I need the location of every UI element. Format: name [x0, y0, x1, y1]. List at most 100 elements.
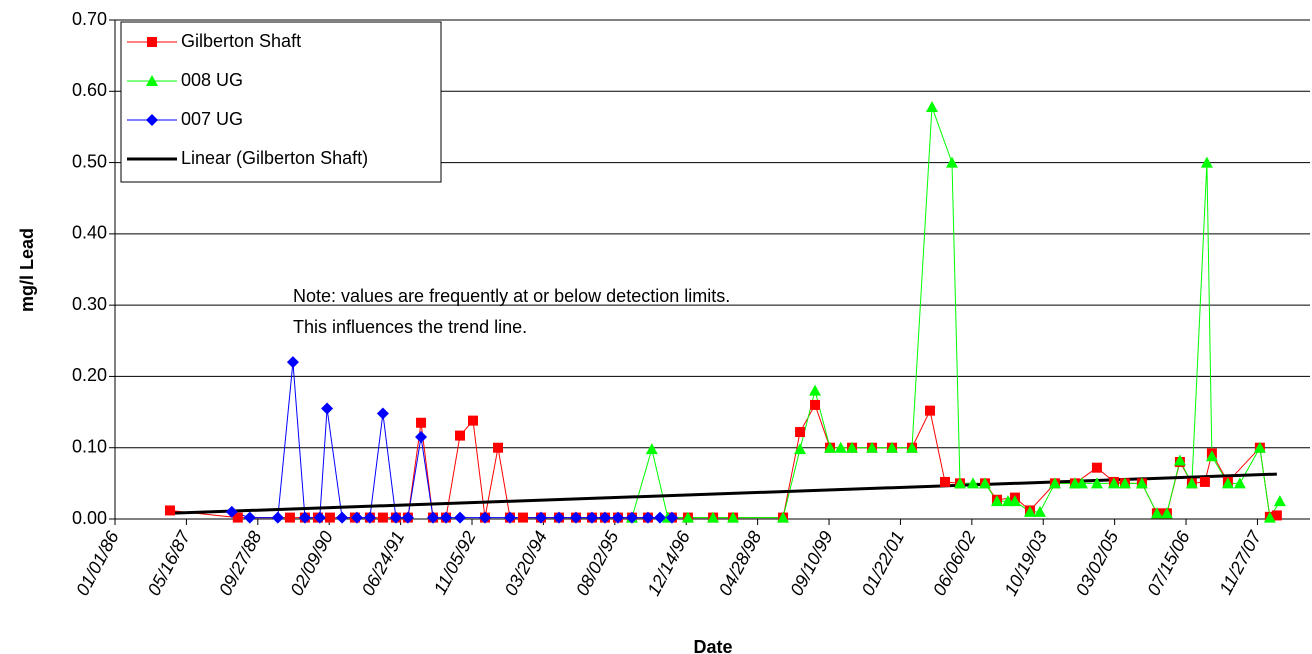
series-line [631, 106, 1281, 520]
marker [350, 511, 363, 524]
y-tick-label: 0.10 [72, 436, 107, 456]
marker [665, 511, 678, 524]
marker [146, 75, 158, 86]
marker [298, 511, 311, 524]
marker [440, 511, 453, 524]
marker [164, 505, 175, 516]
y-tick-label: 0.30 [72, 294, 107, 314]
marker [978, 477, 991, 489]
marker [1273, 495, 1286, 507]
marker [1173, 454, 1186, 466]
marker [401, 511, 414, 524]
marker [905, 441, 918, 453]
y-tick-label: 0.20 [72, 365, 107, 385]
marker [504, 511, 517, 524]
marker [1091, 462, 1102, 473]
annotation: Note: values are frequently at or below … [293, 286, 730, 306]
marker [1199, 476, 1210, 487]
x-tick-label: 08/02/95 [572, 527, 623, 599]
marker [866, 441, 879, 453]
marker [795, 427, 806, 438]
marker [1033, 505, 1046, 517]
marker [225, 505, 238, 518]
marker [363, 511, 376, 524]
marker [939, 476, 950, 487]
marker [389, 511, 402, 524]
y-tick-label: 0.00 [72, 508, 107, 528]
x-tick-label: 09/10/99 [786, 528, 837, 599]
x-tick-label: 06/06/02 [929, 528, 980, 599]
marker [809, 384, 822, 396]
legend-label: 008 UG [181, 70, 243, 90]
marker [479, 511, 492, 524]
marker [1135, 477, 1148, 489]
legend-label: Linear (Gilberton Shaft) [181, 148, 368, 168]
series-line [169, 472, 1277, 515]
marker [468, 415, 479, 426]
y-tick-label: 0.70 [72, 9, 107, 29]
annotation: This influences the trend line. [293, 317, 527, 337]
y-tick-label: 0.50 [72, 151, 107, 171]
marker [1023, 505, 1036, 517]
marker [1185, 477, 1198, 489]
marker [611, 511, 624, 524]
marker [1263, 511, 1276, 523]
marker [552, 511, 565, 524]
marker [416, 417, 427, 428]
marker [1200, 156, 1213, 168]
marker [243, 511, 256, 524]
marker [493, 442, 504, 453]
legend-label: Gilberton Shaft [181, 31, 301, 51]
x-tick-label: 03/20/94 [501, 528, 552, 599]
x-tick-label: 07/15/06 [1143, 527, 1194, 599]
marker [794, 443, 807, 455]
marker [1075, 477, 1088, 489]
x-tick-label: 01/01/86 [72, 527, 123, 599]
marker [1271, 510, 1282, 521]
x-tick-label: 05/16/87 [144, 527, 195, 599]
marker [286, 356, 299, 369]
marker [427, 511, 440, 524]
marker [824, 441, 837, 453]
marker [810, 399, 821, 410]
x-tick-label: 11/27/07 [1215, 527, 1265, 598]
marker [147, 37, 157, 47]
marker [313, 511, 326, 524]
marker [1233, 477, 1246, 489]
y-axis-label: mg/l Lead [17, 228, 37, 312]
x-tick-label: 01/22/01 [858, 528, 909, 599]
marker [990, 495, 1003, 507]
marker [1150, 507, 1163, 519]
marker [953, 477, 966, 489]
marker [1048, 477, 1061, 489]
x-tick-label: 02/09/90 [286, 528, 337, 599]
marker [846, 441, 859, 453]
marker [645, 443, 658, 455]
marker [886, 441, 899, 453]
x-tick-label: 03/02/05 [1072, 527, 1123, 599]
marker [324, 512, 335, 523]
x-tick-label: 04/28/98 [715, 528, 766, 599]
marker [1008, 495, 1021, 507]
series-line [169, 403, 1277, 519]
legend: Gilberton Shaft 008 UG 007 UG Linear (Gilbe… [120, 21, 442, 183]
marker [641, 511, 654, 524]
y-tick-label: 0.60 [72, 80, 107, 100]
marker [585, 511, 598, 524]
marker [966, 477, 979, 489]
marker [681, 511, 694, 523]
marker [924, 405, 935, 416]
marker [945, 156, 958, 168]
marker [598, 511, 611, 524]
marker [284, 512, 295, 523]
marker [377, 512, 388, 523]
x-tick-label: 10/19/03 [1000, 528, 1051, 599]
x-tick-label: 11/05/92 [430, 528, 480, 598]
legend-box [120, 21, 442, 183]
x-tick-label: 09/27/88 [215, 528, 266, 599]
marker [321, 402, 334, 415]
legend-label: 007 UG [181, 109, 243, 129]
marker [1118, 477, 1131, 489]
marker [232, 512, 243, 523]
